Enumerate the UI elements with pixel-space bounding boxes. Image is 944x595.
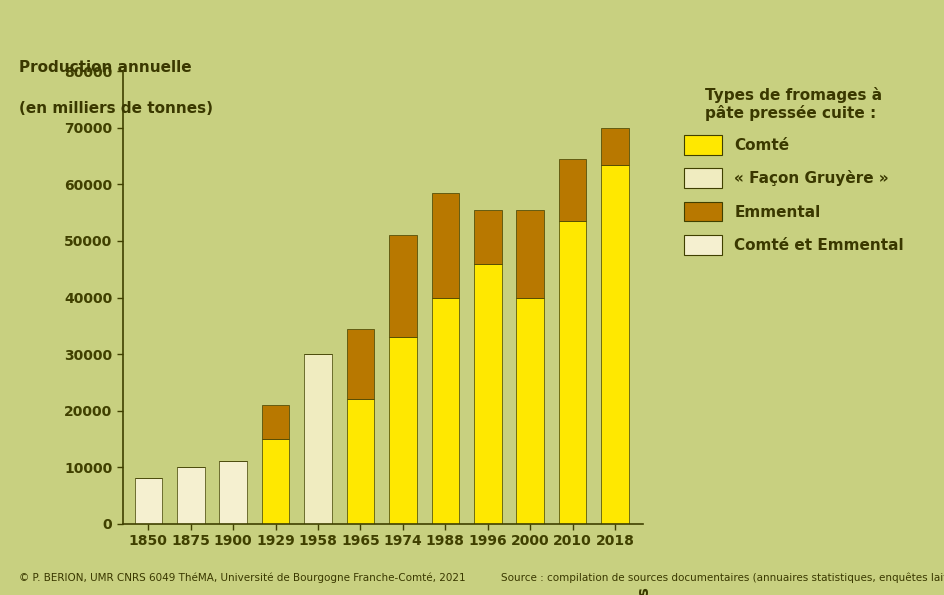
Bar [304, 354, 331, 524]
Bar [346, 328, 374, 399]
Bar [474, 264, 501, 524]
Bar [558, 159, 586, 221]
Text: années: années [635, 585, 650, 595]
Bar [600, 165, 628, 524]
Text: (en milliers de tonnes): (en milliers de tonnes) [19, 101, 212, 116]
Bar [600, 128, 628, 165]
Legend: Comté, « Façon Gruyère », Emmental, Comté et Emmental: Comté, « Façon Gruyère », Emmental, Comt… [676, 79, 911, 262]
Bar [261, 405, 289, 439]
Bar [389, 235, 416, 337]
Bar [515, 298, 544, 524]
Bar [219, 462, 246, 524]
Bar [177, 467, 204, 524]
Text: © P. BERION, UMR CNRS 6049 ThéMA, Université de Bourgogne Franche-Comté, 2021: © P. BERION, UMR CNRS 6049 ThéMA, Univer… [19, 572, 465, 583]
Bar [515, 210, 544, 298]
Bar [261, 439, 289, 524]
Bar [346, 399, 374, 524]
Bar [389, 337, 416, 524]
Text: Source : compilation de sources documentaires (annuaires statistiques, enquêtes : Source : compilation de sources document… [500, 572, 944, 583]
Bar [558, 221, 586, 524]
Bar [474, 210, 501, 264]
Bar [431, 298, 459, 524]
Bar [431, 193, 459, 298]
Bar [134, 478, 162, 524]
Text: Production annuelle: Production annuelle [19, 60, 192, 74]
